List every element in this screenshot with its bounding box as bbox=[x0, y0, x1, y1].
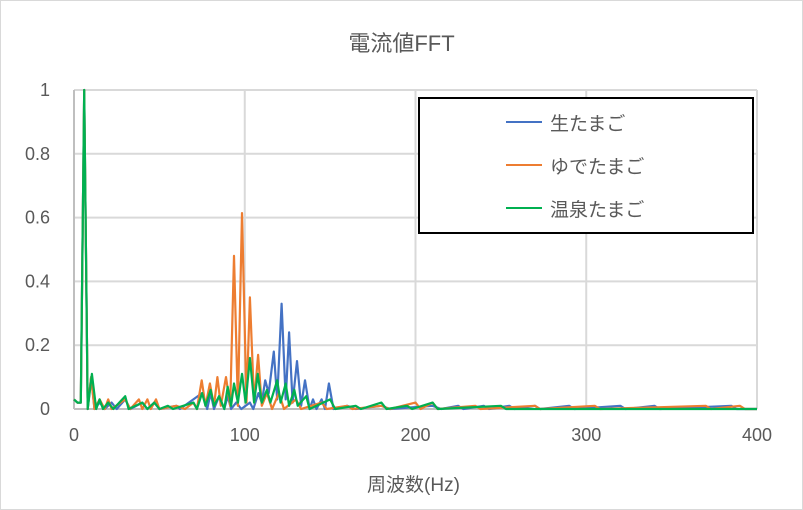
x-tick-label: 100 bbox=[230, 425, 260, 445]
legend-swatch bbox=[506, 121, 542, 123]
y-tick-label: 0 bbox=[40, 399, 50, 419]
legend-swatch bbox=[506, 207, 542, 209]
legend: 生たまご ゆでたまご 温泉たまご bbox=[418, 97, 754, 234]
legend-item: 温泉たまご bbox=[506, 193, 644, 223]
x-tick-label: 200 bbox=[400, 425, 430, 445]
legend-label: 温泉たまご bbox=[550, 199, 645, 221]
x-tick-label: 400 bbox=[742, 425, 772, 445]
legend-label: ゆでたまご bbox=[550, 156, 645, 178]
y-tick-label: 0.6 bbox=[25, 208, 50, 228]
x-axis-label: 周波数(Hz) bbox=[367, 475, 460, 496]
x-tick-label: 300 bbox=[571, 425, 601, 445]
y-tick-label: 0.4 bbox=[25, 271, 50, 291]
x-tick-label: 0 bbox=[69, 425, 79, 445]
legend-label: 生たまご bbox=[550, 113, 626, 135]
series-line bbox=[73, 88, 757, 411]
y-tick-label: 1 bbox=[40, 80, 50, 100]
chart-title: 電流値FFT bbox=[348, 31, 455, 56]
legend-swatch bbox=[506, 164, 542, 166]
legend-item: 生たまご bbox=[506, 107, 625, 137]
y-tick-label: 0.8 bbox=[25, 144, 50, 164]
y-tick-label: 0.2 bbox=[25, 335, 50, 355]
legend-item: ゆでたまご bbox=[506, 150, 644, 180]
